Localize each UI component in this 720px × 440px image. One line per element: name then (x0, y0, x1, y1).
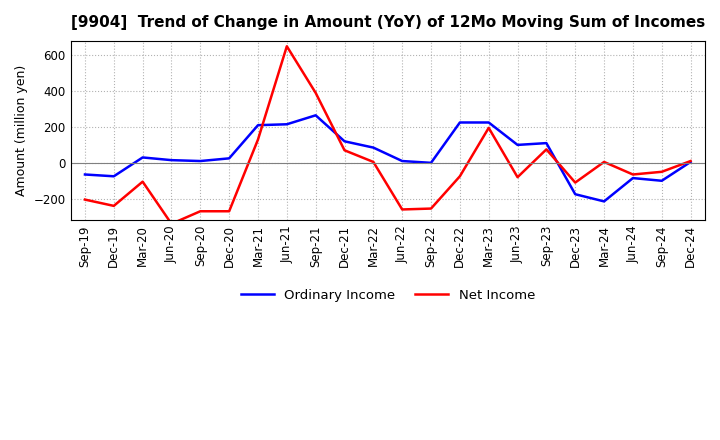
Net Income (456, 174, 464, 179)
Ordinary Income (542, 140, 551, 146)
Net Income (369, 159, 378, 165)
Ordinary Income (571, 191, 580, 197)
Net Income (225, 209, 233, 214)
Ordinary Income (485, 120, 493, 125)
Net Income (542, 147, 551, 152)
Ordinary Income (600, 199, 608, 204)
Line: Ordinary Income: Ordinary Income (85, 115, 690, 202)
Net Income (571, 180, 580, 185)
Net Income (600, 159, 608, 165)
Ordinary Income (427, 160, 436, 165)
Ordinary Income (167, 158, 176, 163)
Ordinary Income (340, 139, 348, 144)
Ordinary Income (657, 178, 666, 183)
Title: [9904]  Trend of Change in Amount (YoY) of 12Mo Moving Sum of Incomes: [9904] Trend of Change in Amount (YoY) o… (71, 15, 705, 30)
Line: Net Income: Net Income (85, 46, 690, 224)
Ordinary Income (138, 155, 147, 160)
Ordinary Income (686, 159, 695, 165)
Ordinary Income (282, 121, 291, 127)
Net Income (513, 175, 522, 180)
Ordinary Income (81, 172, 89, 177)
Net Income (253, 137, 262, 142)
Net Income (196, 209, 204, 214)
Ordinary Income (311, 113, 320, 118)
Ordinary Income (109, 174, 118, 179)
Ordinary Income (196, 158, 204, 164)
Net Income (340, 148, 348, 153)
Ordinary Income (456, 120, 464, 125)
Ordinary Income (398, 158, 407, 164)
Net Income (167, 221, 176, 227)
Net Income (138, 179, 147, 184)
Net Income (282, 44, 291, 49)
Net Income (657, 169, 666, 174)
Net Income (311, 90, 320, 95)
Net Income (427, 206, 436, 211)
Ordinary Income (513, 142, 522, 147)
Ordinary Income (253, 122, 262, 128)
Ordinary Income (629, 176, 637, 181)
Ordinary Income (225, 156, 233, 161)
Net Income (81, 197, 89, 202)
Net Income (109, 203, 118, 209)
Ordinary Income (369, 145, 378, 150)
Net Income (629, 172, 637, 177)
Net Income (398, 207, 407, 212)
Net Income (686, 158, 695, 164)
Net Income (485, 125, 493, 131)
Y-axis label: Amount (million yen): Amount (million yen) (15, 65, 28, 196)
Legend: Ordinary Income, Net Income: Ordinary Income, Net Income (235, 283, 540, 307)
